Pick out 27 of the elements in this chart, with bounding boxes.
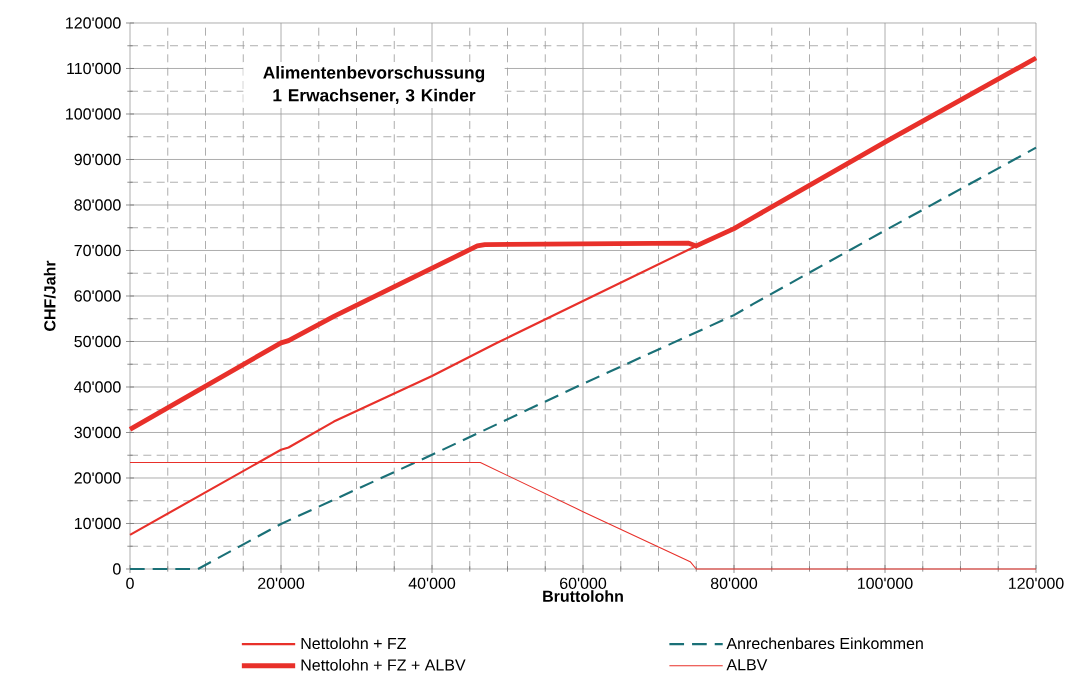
y-tick-label: 90'000 bbox=[74, 153, 121, 166]
x-tick-label: 40'000 bbox=[408, 577, 456, 590]
x-tick-label: 120'000 bbox=[1008, 577, 1064, 590]
legend-label: Nettolohn + FZ bbox=[301, 637, 406, 650]
y-tick-label: 40'000 bbox=[74, 381, 121, 393]
y-tick-label: 10'000 bbox=[74, 517, 121, 530]
y-tick-label: 70'000 bbox=[74, 244, 121, 257]
y-tick-label: 50'000 bbox=[74, 335, 121, 348]
x-axis-title: Bruttolohn bbox=[543, 590, 623, 602]
legend-label: Nettolohn + FZ + ALBV bbox=[301, 658, 466, 671]
x-tick-label: 80'000 bbox=[710, 577, 758, 590]
legend-label: ALBV bbox=[726, 659, 768, 671]
y-tick-label: 0 bbox=[113, 563, 121, 575]
text: Alimentenbevorschussung 1 Erwachsener, 3 Kinder bbox=[263, 66, 485, 104]
x-tick-label: 0 bbox=[126, 577, 134, 590]
legend-label: Anrechenbares Einkommen bbox=[726, 637, 923, 650]
y-tick-label: 20'000 bbox=[74, 472, 121, 484]
y-tick-label: 100'000 bbox=[66, 108, 121, 120]
y-axis-title: CHF/Jahr bbox=[43, 260, 56, 331]
x-tick-label: 60'000 bbox=[560, 577, 607, 590]
y-tick-label: 110'000 bbox=[67, 62, 121, 75]
x-tick-label: 20'000 bbox=[258, 577, 305, 590]
y-tick-label: 120'000 bbox=[66, 17, 121, 29]
x-tick-label: 100'000 bbox=[857, 577, 913, 590]
y-tick-label: 80'000 bbox=[74, 199, 121, 211]
y-tick-label: 60'000 bbox=[74, 290, 121, 302]
y-tick-label: 30'000 bbox=[74, 426, 121, 439]
